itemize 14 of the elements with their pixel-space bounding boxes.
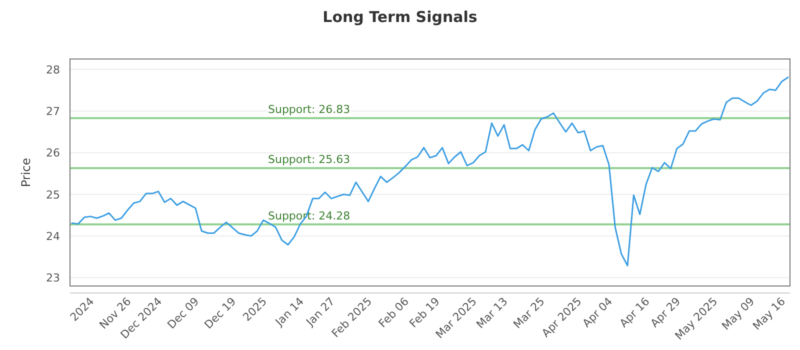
y-tick-label: 24 xyxy=(46,230,60,244)
chart-title: Long Term Signals xyxy=(322,8,478,26)
y-tick-label: 27 xyxy=(46,105,60,118)
x-tick-label: Dec 19 xyxy=(202,294,239,332)
ref-line-label: Support: 26.83 xyxy=(268,103,350,116)
x-tick-label: Apr 04 xyxy=(580,294,616,330)
y-tick-label: 28 xyxy=(46,63,60,76)
ref-line-label: Support: 25.63 xyxy=(268,153,350,166)
y-tick-label: 23 xyxy=(46,272,60,285)
line-series xyxy=(71,76,789,266)
y-axis-title: Price xyxy=(19,158,33,188)
x-tick-label: Dec 09 xyxy=(164,294,202,332)
y-tick-label: 25 xyxy=(46,188,60,202)
y-tick-label: 26 xyxy=(46,146,60,160)
